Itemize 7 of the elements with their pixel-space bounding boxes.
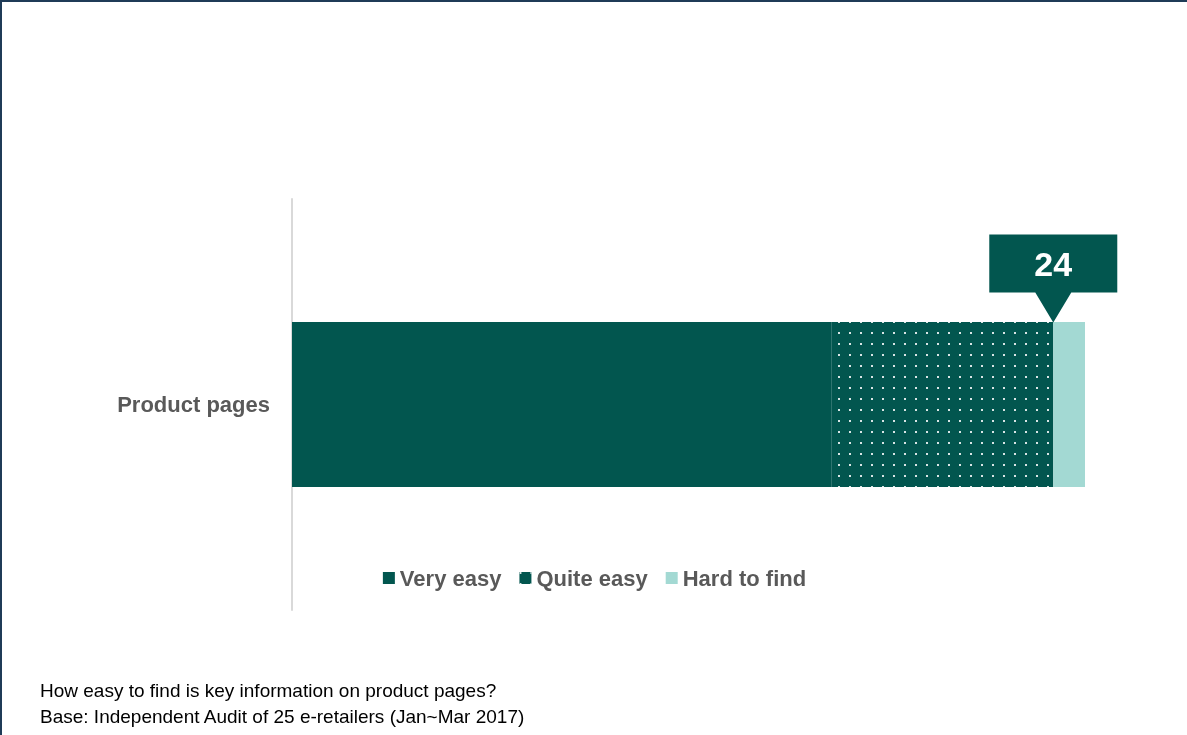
text: 24 [1034,244,1073,283]
y-tick-label: Product pages [117,392,270,417]
legend-label: Very easy [399,565,503,591]
legend-label: Hard to find [682,565,807,591]
text: Base: Independent Audit of 25 e-retailers (Jan~Mar 2017) [40,705,525,729]
text: How easy to find is key information on product pages? [40,679,498,703]
legend-label: Quite easy [536,565,649,591]
